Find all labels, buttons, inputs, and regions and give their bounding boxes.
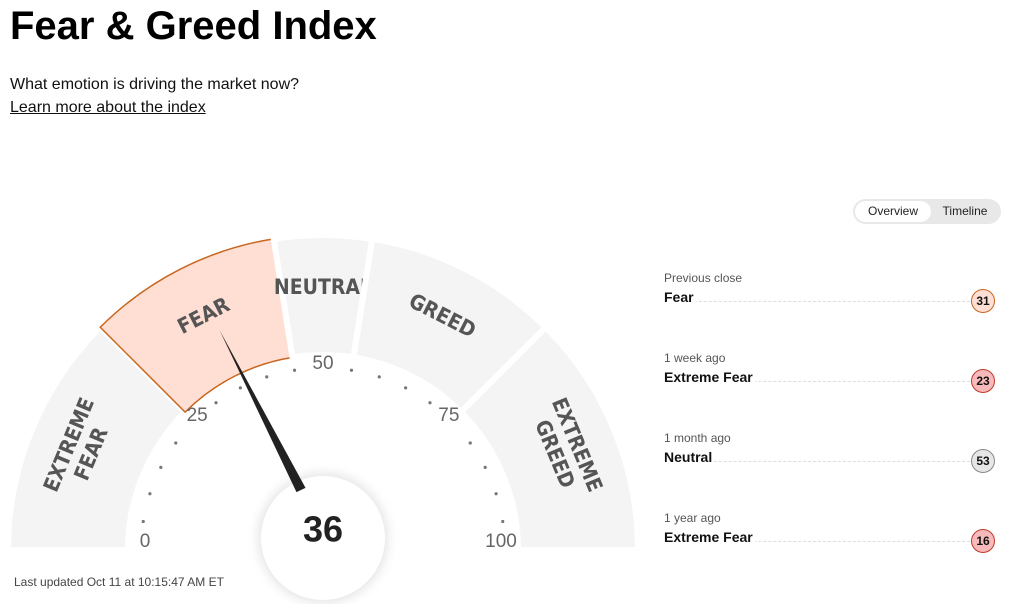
scale-dot	[404, 386, 408, 390]
scale-dot	[265, 375, 269, 379]
scale-dot	[428, 401, 432, 405]
scale-dot	[494, 492, 498, 496]
needle	[219, 330, 306, 493]
zone	[456, 323, 642, 553]
scale-dot	[468, 441, 472, 445]
tab-bar: Overview Timeline	[853, 199, 1001, 224]
tick-label: 50	[312, 353, 333, 374]
learn-more-link[interactable]: Learn more about the index	[10, 99, 206, 116]
scale-dot	[501, 519, 505, 524]
center-disc	[261, 476, 385, 600]
scale-dot	[349, 368, 354, 372]
tab[interactable]: Timeline	[942, 204, 988, 218]
scale-dot	[174, 441, 178, 445]
gauge-value: 36	[303, 509, 343, 550]
scale-dot	[159, 465, 163, 469]
scale-dot	[292, 368, 297, 372]
zone-label: NEUTRAL	[274, 275, 372, 299]
scale-dot	[238, 386, 242, 390]
tick-label: 25	[187, 405, 208, 426]
scale-dot	[377, 375, 381, 379]
scale-dot	[141, 519, 145, 524]
tick-label: 0	[140, 531, 151, 552]
tick-label: 75	[438, 405, 459, 426]
tab[interactable]: Overview	[855, 201, 931, 222]
page-title: Fear & Greed Index	[10, 4, 377, 48]
scale-dot	[148, 492, 152, 496]
scale-dot	[214, 401, 218, 405]
subtitle: What emotion is driving the market now?	[10, 76, 300, 93]
last-updated: Last updated Oct 11 at 10:15:47 AM ET	[14, 575, 224, 589]
scale-dot	[483, 465, 487, 469]
tick-label: 100	[485, 531, 517, 552]
